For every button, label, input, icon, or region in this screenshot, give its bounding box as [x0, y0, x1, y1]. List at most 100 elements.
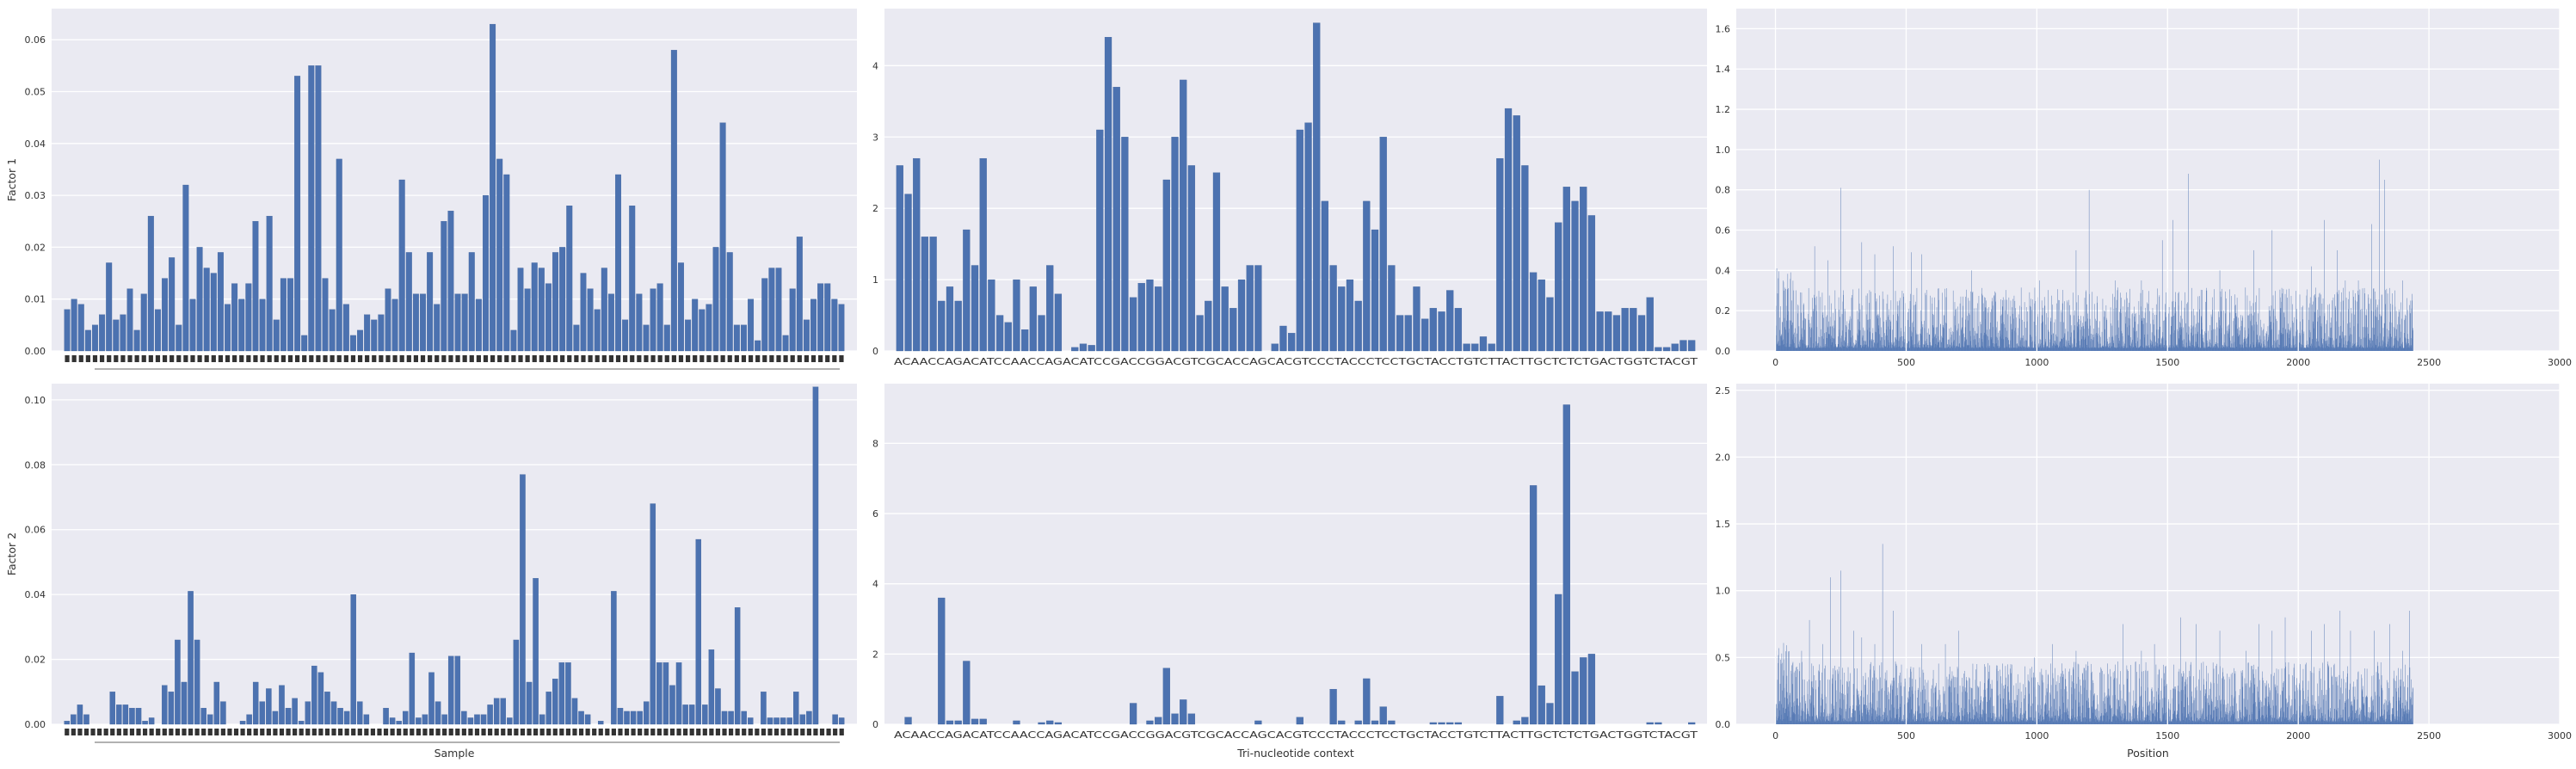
bar	[615, 174, 621, 352]
x-tick-label-mark	[469, 355, 474, 362]
x-tick-label-mark	[776, 355, 781, 362]
y-axis-title: Factor 2	[5, 532, 18, 575]
x-tick-label: 1500	[2155, 730, 2179, 741]
x-tick-label-mark	[162, 355, 168, 362]
bar	[1404, 315, 1412, 352]
x-tick-label-mark	[762, 355, 767, 362]
bar	[1129, 703, 1137, 725]
x-tick-label-mark	[783, 355, 788, 362]
x-tick-label-mark	[720, 355, 725, 362]
bar	[662, 662, 669, 725]
bar	[637, 711, 643, 725]
bar	[971, 718, 979, 725]
bar	[520, 474, 526, 725]
x-tick-label: 1500	[2155, 357, 2179, 368]
x-tick-label-mark	[279, 729, 285, 735]
bar	[1679, 340, 1687, 352]
bar	[755, 340, 761, 352]
bar	[538, 268, 545, 352]
x-tick-label-mark	[379, 355, 384, 362]
bar	[1429, 308, 1437, 352]
bar	[699, 309, 706, 352]
bar	[979, 157, 987, 352]
bar	[1504, 108, 1513, 352]
x-tick-label-mark	[267, 355, 272, 362]
x-tick-label-mark	[240, 729, 245, 735]
x-tick-label: 500	[1897, 730, 1915, 741]
bar	[467, 717, 474, 725]
bar	[1171, 137, 1179, 352]
x-tick-label-mark	[780, 729, 786, 735]
bar	[806, 711, 812, 725]
bar	[963, 229, 971, 352]
bar	[474, 714, 480, 725]
x-tick-label-mark	[434, 355, 440, 362]
x-tick-label-mark	[65, 729, 70, 735]
x-tick-label-mark	[615, 355, 621, 362]
x-tick-label-mark	[207, 729, 213, 735]
x-tick-label-mark	[565, 729, 571, 735]
bar	[656, 283, 663, 352]
bar	[1605, 311, 1612, 352]
x-tick-label-mark	[204, 355, 209, 362]
bar	[831, 298, 838, 352]
bar	[1088, 345, 1095, 352]
bar	[92, 324, 98, 352]
bar	[500, 698, 507, 725]
bar	[294, 76, 301, 352]
x-tick-label-mark	[365, 355, 370, 362]
bar	[441, 714, 447, 725]
bar	[1296, 129, 1303, 352]
bar	[1079, 343, 1088, 352]
bar	[1646, 722, 1654, 725]
bar	[1221, 286, 1229, 352]
bar	[675, 662, 682, 725]
y-tick-label: 1.6	[1716, 23, 1731, 34]
bar	[1421, 318, 1429, 352]
y-tick-label: 1.0	[1716, 145, 1731, 156]
x-tick-label-mark	[253, 729, 258, 735]
bar	[147, 216, 154, 352]
bar	[768, 268, 775, 352]
bar	[140, 293, 147, 352]
x-tick-label-mark	[420, 355, 426, 362]
bar	[169, 257, 176, 352]
bar	[1479, 336, 1488, 352]
x-tick-label-mark	[611, 729, 616, 735]
bars	[896, 22, 1696, 352]
bar	[148, 717, 155, 725]
bar	[357, 329, 364, 352]
bar	[189, 298, 196, 352]
bar	[995, 315, 1004, 352]
x-tick-label-mark	[800, 729, 805, 735]
x-tick-label-mark	[318, 729, 324, 735]
bar	[1237, 279, 1246, 352]
x-tick-label-mark	[99, 355, 105, 362]
x-tick-label-mark	[790, 355, 795, 362]
x-tick-label-mark	[592, 729, 597, 735]
bar	[1571, 671, 1579, 725]
x-tick-label-mark	[260, 355, 265, 362]
bar	[938, 597, 946, 725]
x-tick-label-mark	[630, 355, 635, 362]
panel-factor1-samples: 0.00 0.01 0.02 0.03 0.04 0.05 0.06 Factor 1	[5, 9, 857, 370]
bar	[1371, 229, 1379, 352]
x-tick-label-mark	[637, 355, 642, 362]
x-tick-label-mark	[560, 355, 565, 362]
bar	[329, 309, 336, 352]
bar	[106, 262, 113, 352]
x-tick-label-mark	[182, 729, 187, 735]
bar	[1371, 720, 1379, 725]
bar	[64, 309, 71, 352]
bar	[162, 685, 168, 725]
x-tick-label-mark	[669, 729, 675, 735]
x-tick-label-mark	[832, 355, 837, 362]
x-tick-label-mark	[797, 355, 802, 362]
y-tick-label: 0.02	[25, 242, 46, 253]
x-tick-label-mark	[520, 729, 526, 735]
x-tick-label-mark	[644, 729, 649, 735]
x-tick-label-mark	[370, 729, 376, 735]
bar	[447, 655, 454, 725]
bar	[461, 293, 468, 352]
y-tick-label: 1.0	[1716, 586, 1731, 597]
